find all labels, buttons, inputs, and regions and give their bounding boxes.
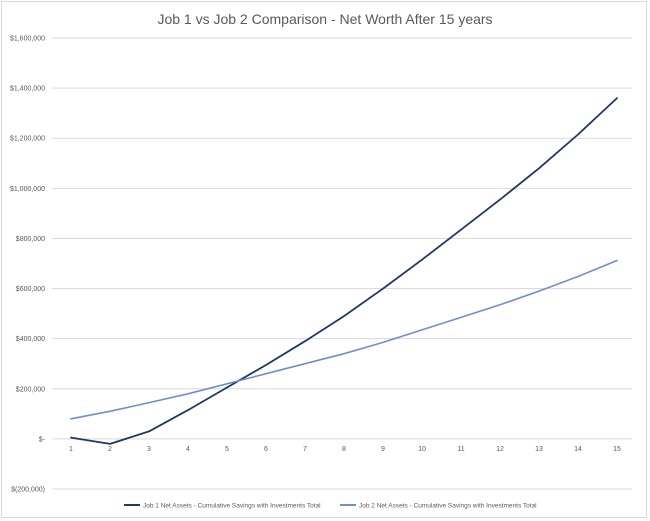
y-axis-tick-labels: $(200,000) $- $200,000 $400,000 $600,000 $800… bbox=[10, 36, 46, 494]
x-tick-label: 4 bbox=[186, 446, 190, 453]
x-tick-label: 6 bbox=[264, 446, 268, 453]
y-tick-label: $1,600,000 bbox=[10, 36, 45, 43]
x-tick-label: 12 bbox=[496, 446, 504, 453]
y-tick-label: $- bbox=[39, 436, 46, 443]
x-axis-tick-labels: 1 2 3 4 5 6 7 8 9 10 11 12 13 14 15 bbox=[69, 446, 621, 453]
x-tick-label: 15 bbox=[613, 446, 621, 453]
x-tick-label: 9 bbox=[381, 446, 385, 453]
x-tick-label: 7 bbox=[303, 446, 307, 453]
series-line-job-2 bbox=[70, 259, 618, 420]
x-tick-label: 13 bbox=[535, 446, 543, 453]
y-tick-label: $1,000,000 bbox=[10, 186, 45, 193]
x-tick-label: 11 bbox=[457, 446, 464, 453]
legend-label-job-2: Job 2 Net Assets - Cumulative Savings wi… bbox=[359, 503, 537, 510]
series-lines bbox=[70, 97, 618, 445]
y-tick-label: $600,000 bbox=[16, 286, 45, 293]
y-tick-label: $800,000 bbox=[16, 236, 45, 243]
x-tick-label: 3 bbox=[147, 446, 151, 453]
series-line-job-1 bbox=[70, 97, 618, 445]
y-tick-label: $1,400,000 bbox=[10, 86, 45, 93]
x-tick-label: 2 bbox=[108, 446, 112, 453]
x-tick-label: 8 bbox=[342, 446, 346, 453]
x-tick-label: 5 bbox=[225, 446, 229, 453]
legend-label-job-1: Job 1 Net Assets - Cumulative Savings wi… bbox=[143, 503, 321, 510]
y-tick-label: $200,000 bbox=[16, 386, 45, 393]
x-tick-label: 1 bbox=[69, 446, 73, 453]
y-tick-label: $(200,000) bbox=[11, 487, 45, 494]
legend: Job 1 Net Assets - Cumulative Savings wi… bbox=[124, 503, 537, 510]
gridlines bbox=[52, 37, 632, 490]
x-tick-label: 14 bbox=[574, 446, 582, 453]
y-tick-label: $400,000 bbox=[16, 336, 45, 343]
chart-title: Job 1 vs Job 2 Comparison - Net Worth Af… bbox=[157, 11, 492, 27]
x-tick-label: 10 bbox=[418, 446, 426, 453]
y-tick-label: $1,200,000 bbox=[10, 136, 45, 143]
